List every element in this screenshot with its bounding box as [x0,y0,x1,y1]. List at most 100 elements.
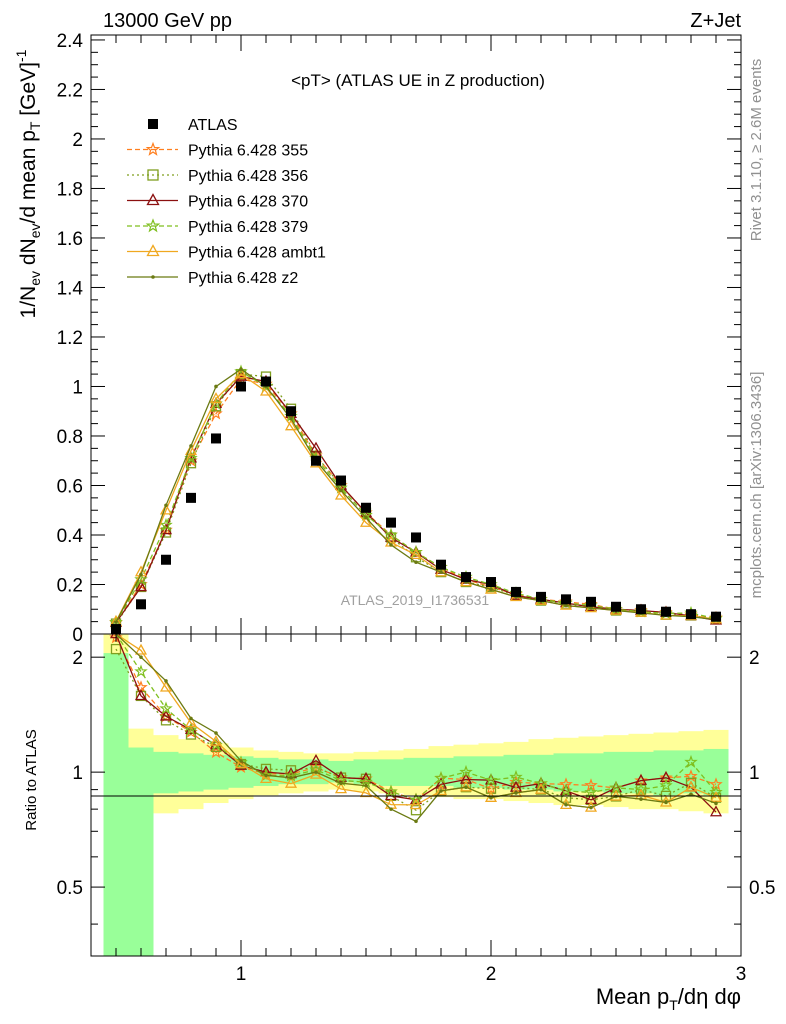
ratio-point-pythia-6-428-z2 [514,791,518,795]
reference-point [336,475,346,486]
ratio-point-pythia-6-428-370 [559,784,573,796]
ratio-point-pythia-6-428-ambt1 [234,757,248,769]
ratio-point-pythia-6-428-379 [434,771,448,784]
series-point-pythia-6-428-z2 [114,620,118,624]
ratio-point-pythia-6-428-ambt1 [134,643,148,655]
reference-point [236,381,246,392]
analysis-watermark: ATLAS_2019_I1736531 [341,592,490,608]
series-point-pythia-6-428-z2 [589,606,593,610]
y-tick-label-main: 2.2 [57,80,83,101]
series-line-pythia-6-428-z2 [115,368,717,623]
ratio-point-pythia-6-428-356 [110,643,122,655]
stat-uncertainty-band [403,757,429,786]
ratio-point-pythia-6-428-z2 [539,787,543,792]
reference-point [261,376,271,387]
ratio-point-pythia-6-428-370 [134,689,148,701]
ratio-point-pythia-6-428-z2 [564,802,568,807]
reference-point [561,594,571,605]
series-point-pythia-6-428-370 [134,580,148,592]
y-tick-label-main: 0.4 [57,526,84,547]
source-label: mcplots.cern.ch [arXiv:1306.3436] [748,372,765,599]
ratio-point-pythia-6-428-ambt1 [709,790,723,802]
series-point-pythia-6-428-z2 [389,543,393,547]
x-tick-label: 3 [736,964,747,985]
legend-marker-atlas [148,119,158,129]
ratio-point-pythia-6-428-379 [159,701,173,715]
reference-point [161,554,171,565]
y-tick-label-main: 1.2 [57,328,83,349]
series-point-pythia-6-428-ambt1 [334,488,348,500]
y-tick-label-ratio-right: 0.5 [749,878,775,899]
legend-label-pythia-6-428-356: Pythia 6.428 356 [188,168,308,185]
series-point-pythia-6-428-ambt1 [184,444,198,456]
ratio-point-pythia-6-428-379 [484,773,498,787]
y-tick-label-main: 1.4 [57,278,84,299]
ratio-point-pythia-6-428-ambt1 [284,776,298,788]
stat-uncertainty-band [378,759,404,786]
y-tick-label-ratio-right: 1 [749,763,760,784]
ratio-point-pythia-6-428-ambt1 [209,734,223,746]
ratio-point-pythia-6-428-z2 [314,770,318,774]
ratio-point-pythia-6-428-z2 [439,789,443,793]
reference-point [211,433,221,444]
ratio-point-pythia-6-428-z2 [464,785,468,790]
axes: 0 0.2 0.4 0.6 0.8 1 1.2 1.4 1.6 1.8 2 2.2 2.4 0.5 0.5 1… [57,31,776,985]
ratio-point-pythia-6-428-370 [334,770,348,782]
legend-label-pythia-6-428-370: Pythia 6.428 370 [188,194,308,211]
y-tick-label-main: 1.6 [57,229,83,250]
y-axis-title-ratio: Ratio to ATLAS [23,729,40,830]
series-point-pythia-6-428-z2 [164,503,168,508]
reference-point [286,406,296,417]
ratio-point-pythia-6-428-379 [584,785,598,799]
ratio-point-pythia-6-428-379 [559,783,573,797]
ratio-point-pythia-6-428-ambt1 [159,680,173,692]
plot-title: <pT> (ATLAS UE in Z production) [291,71,545,90]
legend-label-pythia-6-428-355: Pythia 6.428 355 [188,143,308,160]
series-line-pythia-6-428-355 [115,378,717,624]
stat-uncertainty-band [203,754,229,790]
reference-point [461,572,471,583]
y-tick-label-ratio: 2 [72,648,83,669]
ratio-point-pythia-6-428-379 [709,785,723,799]
ratio-point-pythia-6-428-379 [184,722,198,736]
ratio-point-pythia-6-428-ambt1 [534,782,548,794]
reference-point [486,577,496,588]
series-point-pythia-6-428-z2 [239,367,243,371]
rivet-label: Rivet 3.1.10, ≥ 2.6M events [748,59,765,242]
reference-point [511,586,521,597]
ratio-point-pythia-6-428-ambt1 [184,716,198,728]
ratio-point-pythia-6-428-z2 [339,781,343,785]
x-tick-label: 1 [236,964,247,985]
y-tick-label-ratio-right: 2 [749,648,760,669]
ratio-point-pythia-6-428-379 [534,776,548,790]
ratio-point-pythia-6-428-z2 [589,805,593,810]
reference-point [711,611,721,622]
reference-point [661,606,671,617]
ratio-point-pythia-6-428-379 [659,778,673,792]
y-tick-label-main: 1 [72,377,83,398]
reference-point [636,604,646,615]
series-point-pythia-6-428-ambt1 [409,548,423,560]
series-point-pythia-6-428-ambt1 [359,515,373,527]
series-point-pythia-6-428-ambt1 [284,419,298,431]
ratio-point-pythia-6-428-379 [459,764,473,778]
series-point-pythia-6-428-ambt1 [209,392,223,404]
series-point-pythia-6-428-379 [159,517,173,531]
ratio-point-pythia-6-428-z2 [164,679,168,683]
ratio-point-pythia-6-428-z2 [214,731,218,735]
ratio-point-pythia-6-428-z2 [264,773,268,778]
ratio-point-pythia-6-428-z2 [389,807,393,811]
ratio-point-pythia-6-428-370 [184,723,198,735]
series-point-pythia-6-428-z2 [214,384,218,389]
legend-marker-pythia-6-428-370 [146,193,160,206]
ratio-point-pythia-6-428-ambt1 [409,798,423,810]
series-point-pythia-6-428-z2 [564,603,568,608]
y-tick-label-main: 0.2 [57,575,83,596]
stat-uncertainty-band [153,751,179,794]
y-tick-label-ratio: 0.5 [57,878,83,899]
stat-uncertainty-band [128,747,154,956]
series-point-pythia-6-428-ambt1 [234,367,248,379]
ratio-point-pythia-6-428-355 [159,709,173,723]
legend: ATLAS Pythia 6.428 355 Pythia 6.428 356 Pyt… [127,117,326,287]
legend-label-pythia-6-428-379: Pythia 6.428 379 [188,219,308,236]
